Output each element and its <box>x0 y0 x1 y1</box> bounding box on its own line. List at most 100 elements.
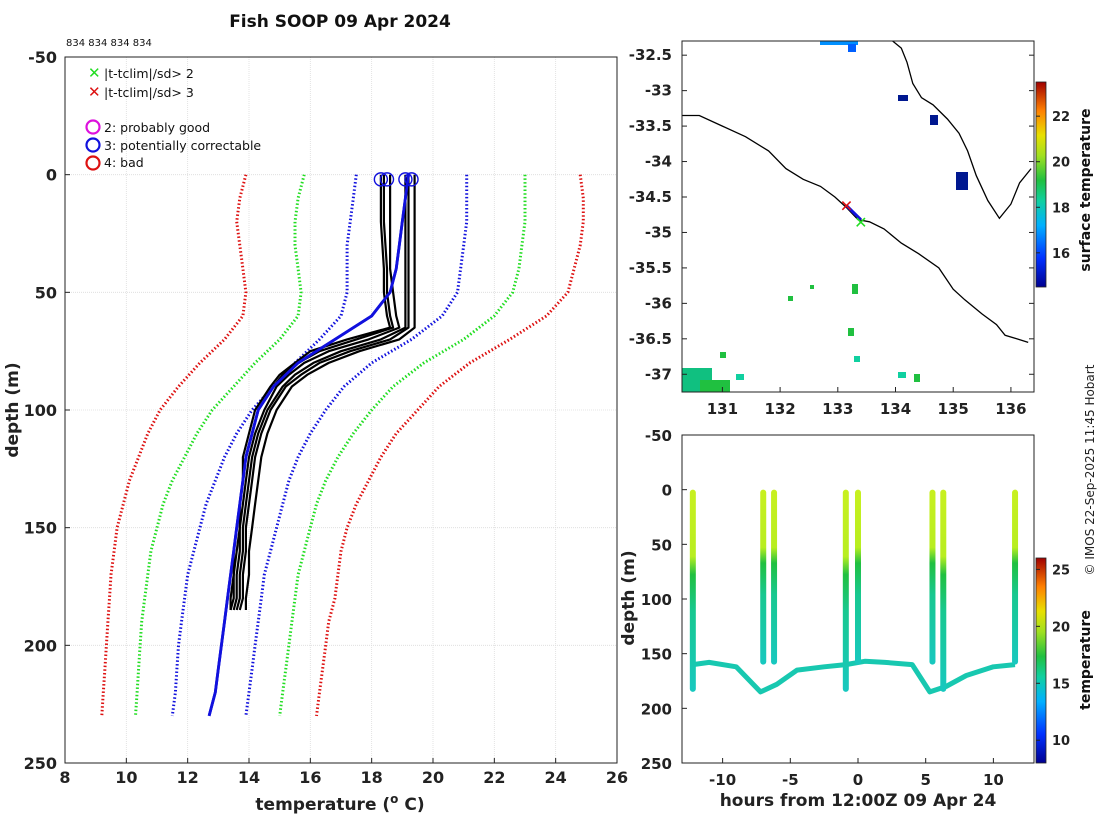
sst-pixel <box>810 285 814 289</box>
section-cast-bar <box>689 489 696 692</box>
section-y-tick-label: 100 <box>641 591 672 609</box>
sst-pixel <box>736 374 744 380</box>
y-tick-label: -50 <box>28 48 57 67</box>
map-x-tick-label: 131 <box>707 400 738 418</box>
ship-track-line <box>845 204 862 221</box>
profile-y-label: depth (m) <box>3 362 23 457</box>
section-x-tick-label: -10 <box>709 771 736 789</box>
magenta-circle-icon <box>85 119 101 135</box>
coastline <box>892 40 1032 220</box>
section-colorbar-ticks: 10 15 20 25 <box>1036 563 1070 749</box>
section-bottom-trace <box>692 658 1016 695</box>
sst-pixel <box>854 356 860 362</box>
x-tick-label: 22 <box>483 768 505 787</box>
legend-flag2: ✕ |t-tclim|/sd> 2 <box>88 64 194 82</box>
temperature-profile-line <box>244 174 416 610</box>
cb-tick-label: 10 <box>1052 734 1070 749</box>
cb-tick-label: 18 <box>1052 201 1070 216</box>
sst-pixel <box>898 95 908 101</box>
map-x-tick-label: 136 <box>995 400 1026 418</box>
map-y-tick-label: -34 <box>645 153 672 171</box>
ship-codes: 834 834 834 834 <box>66 38 152 49</box>
climatology-line <box>207 174 410 717</box>
temperature-profile-line <box>235 174 407 611</box>
x-tick-label: 24 <box>545 768 567 787</box>
climatology-line <box>278 174 527 717</box>
map-y-tick-label: -36 <box>645 294 672 312</box>
sst-pixel <box>720 352 726 358</box>
legend-flag3: ✕ |t-tclim|/sd> 3 <box>88 83 194 101</box>
surface-marker-circle <box>379 172 395 187</box>
sst-pixel <box>852 284 858 294</box>
section-x-tick-label: 5 <box>920 771 930 789</box>
section-colorbar <box>1035 557 1047 764</box>
map-x-ticks: 131 132 133 134 135 136 <box>707 387 1027 418</box>
temperature-profile-line <box>229 174 395 611</box>
sst-pixel <box>820 41 858 45</box>
sst-pixel <box>930 115 938 125</box>
map-y-tick-label: -33 <box>645 82 672 100</box>
map-y-tick-label: -33.5 <box>629 117 672 135</box>
x-tick-label: 12 <box>177 768 199 787</box>
section-cast-bar <box>760 489 767 665</box>
legend-q4-label: 4: bad <box>104 155 144 170</box>
temperature-profile-line <box>232 174 401 611</box>
map-colorbar-label: surface temperature <box>1078 108 1094 271</box>
sst-pixel <box>914 374 920 382</box>
legend-q3: 3: potentially correctable <box>85 137 261 153</box>
y-tick-label: 0 <box>46 166 57 185</box>
sst-pixel <box>700 380 730 392</box>
red-circle-icon <box>85 155 101 171</box>
map-y-ticks: -32.5 -33 -33.5 -34 -34.5 -35 -35.5 -36 -36.5 -37 <box>629 46 1034 383</box>
section-y-ticks: -50 0 50 100 150 200 250 <box>641 427 687 773</box>
section-y-tick-label: 150 <box>641 646 672 664</box>
climatology-line <box>315 174 585 717</box>
map-colorbar-ticks: 16 18 20 22 <box>1036 110 1070 262</box>
coastline <box>682 114 1029 344</box>
section-x-tick-label: 0 <box>853 771 863 789</box>
map-y-tick-label: -36.5 <box>629 330 672 348</box>
y-tick-label: 150 <box>24 519 57 538</box>
cb-tick-label: 20 <box>1052 620 1070 635</box>
section-x-ticks: -10 -5 0 5 10 <box>709 758 1004 789</box>
map-track: ✕✕ <box>840 197 868 232</box>
profile-y-ticks: -50 0 50 100 150 200 250 <box>24 48 70 773</box>
surface-marker-circle <box>404 172 419 187</box>
section-x-tick-label: 10 <box>983 771 1004 789</box>
legend-q3-label: 3: potentially correctable <box>104 138 261 153</box>
surface-marker-circle <box>373 172 389 187</box>
profile-grid <box>65 57 617 763</box>
map-x-tick-label: 132 <box>764 400 795 418</box>
map-colorbar <box>1035 81 1047 288</box>
legend-flag3-label: |t-tclim|/sd> 3 <box>104 85 194 100</box>
section-cast-bar <box>1012 489 1019 665</box>
temperature-profile-line <box>238 174 410 611</box>
blue-circle-icon <box>85 137 101 153</box>
climatology-lines <box>100 174 585 717</box>
legend-q2-label: 2: probably good <box>104 120 210 135</box>
map-x-tick-label: 135 <box>938 400 969 418</box>
section-cast-bar <box>771 489 778 665</box>
y-tick-label: 250 <box>24 754 57 773</box>
sst-pixel <box>848 328 854 336</box>
map-x-tick-label: 133 <box>822 400 853 418</box>
profile-legend: ✕ |t-tclim|/sd> 2 ✕ |t-tclim|/sd> 3 2: p… <box>85 64 261 171</box>
section-x-tick-label: -5 <box>782 771 799 789</box>
x-tick-label: 10 <box>115 768 137 787</box>
section-cast-bar <box>929 489 936 665</box>
chart-title: Fish SOOP 09 Apr 2024 <box>229 12 451 32</box>
x-tick-label: 16 <box>299 768 321 787</box>
profile-x-ticks: 8 10 12 14 16 18 20 22 24 26 <box>59 758 628 787</box>
map-sst-pixels <box>682 41 968 392</box>
sst-pixel <box>956 172 968 190</box>
section-x-label: hours from 12:00Z 09 Apr 24 <box>720 791 997 811</box>
sst-pixel <box>848 44 856 52</box>
credit-text: © IMOS 22-Sep-2025 11:45 Hobart <box>1083 364 1097 575</box>
section-cast-bar <box>842 489 849 692</box>
climatology-mean-line <box>207 174 410 717</box>
x-tick-label: 8 <box>59 768 70 787</box>
cb-tick-label: 20 <box>1052 156 1070 171</box>
map-y-tick-label: -32.5 <box>629 46 672 64</box>
climatology-line <box>244 174 469 717</box>
track-marker-x: ✕ <box>840 197 853 216</box>
